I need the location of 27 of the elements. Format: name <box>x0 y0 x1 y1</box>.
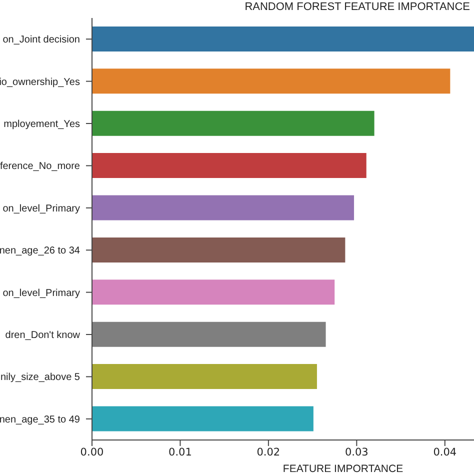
bar <box>92 110 374 136</box>
y-tick-label: on_level_Primary <box>2 203 80 214</box>
bar <box>92 26 474 52</box>
y-tick-label: on_Joint decision <box>2 34 80 46</box>
bar <box>92 364 317 390</box>
chart-title: RANDOM FOREST FEATURE IMPORTANCE <box>244 1 470 13</box>
y-tick-label: dren_Don't know <box>5 330 81 341</box>
bar <box>92 153 366 178</box>
x-tick-label: 0.03 <box>344 446 368 458</box>
y-tick-label: nen_age_26 to 34 <box>0 246 80 257</box>
x-tick-label: 0.04 <box>433 446 457 458</box>
y-tick-label: mployement_Yes <box>4 119 80 130</box>
bar <box>92 237 346 262</box>
y-tick-label: nen_age_35 to 49 <box>0 414 80 426</box>
bar <box>92 280 335 305</box>
y-tick-label: ference_No_more <box>0 161 80 172</box>
x-axis-title: FEATURE IMPORTANCE <box>282 463 404 474</box>
bar <box>92 68 450 94</box>
x-tick-label: 0.02 <box>256 446 280 458</box>
bar <box>92 322 326 347</box>
y-tick-label: io_ownership_Yes <box>0 76 80 88</box>
bar <box>92 195 354 220</box>
bar <box>92 406 314 432</box>
y-tick-label: on_level_Primary <box>2 288 80 299</box>
x-tick-label: 0.01 <box>168 446 192 458</box>
y-tick-label: nily_size_above 5 <box>0 372 80 384</box>
x-tick-label: 0.00 <box>80 446 104 458</box>
